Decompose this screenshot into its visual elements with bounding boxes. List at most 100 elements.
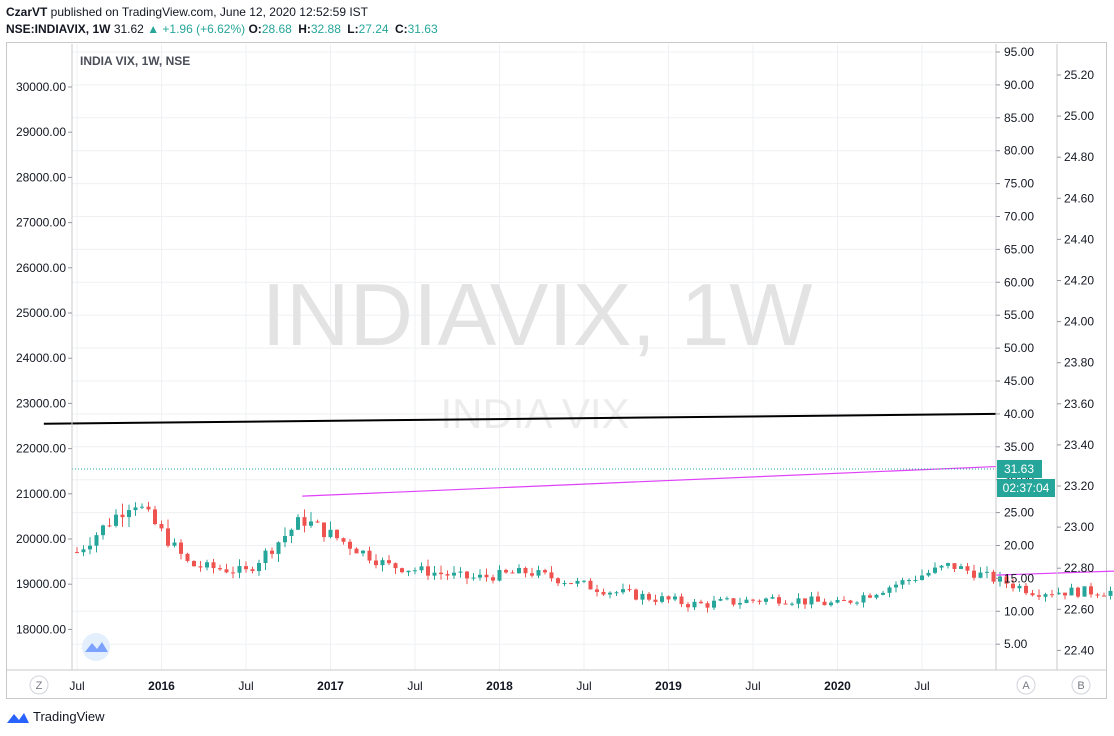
- candle-body: [419, 566, 424, 571]
- y-tick-label: 23.80: [1064, 356, 1094, 370]
- candle-body: [439, 572, 443, 575]
- author-name: CzarVT: [6, 5, 48, 19]
- candle-body: [660, 596, 664, 602]
- candle-body: [393, 563, 398, 569]
- candle-body: [822, 601, 827, 606]
- y-tick-label: 55.00: [1004, 308, 1034, 322]
- candle-body: [562, 583, 567, 585]
- candle-body: [452, 572, 456, 576]
- candle-body: [549, 572, 554, 579]
- candle-body: [484, 574, 489, 578]
- candle-body: [777, 597, 781, 604]
- candle-body: [744, 599, 749, 603]
- y-tick-label: 30000.00: [16, 80, 66, 94]
- candle-body: [224, 569, 229, 573]
- candle-body: [705, 603, 710, 608]
- svg-text:B: B: [1077, 680, 1084, 692]
- candle-body: [1063, 592, 1067, 596]
- candle-body: [894, 584, 898, 588]
- high-label: H:: [298, 22, 311, 36]
- footer-brand[interactable]: TradingView: [6, 708, 105, 725]
- high-value: 32.88: [310, 22, 341, 36]
- svg-text:31.63: 31.63: [1004, 462, 1034, 476]
- candle-body: [354, 548, 359, 554]
- svg-text:02:37:04: 02:37:04: [1003, 481, 1050, 495]
- candle-body: [718, 599, 723, 601]
- price-change: ▲ +1.96 (+6.62%): [147, 22, 246, 36]
- candle-body: [1037, 595, 1041, 597]
- candle-body: [432, 572, 437, 576]
- y-tick-label: 85.00: [1004, 111, 1034, 125]
- candle-body: [575, 580, 580, 584]
- x-tick-label: 2016: [148, 679, 175, 693]
- trendline: [995, 570, 1114, 576]
- candle-body: [1076, 587, 1080, 597]
- y-tick-label: 26000.00: [16, 261, 66, 275]
- candle-body: [926, 572, 931, 576]
- y-tick-label: 28000.00: [16, 170, 66, 184]
- candle-body: [263, 550, 268, 564]
- candle-body: [712, 600, 716, 608]
- candle-body: [211, 562, 216, 569]
- candle-body: [361, 550, 365, 554]
- scale-button-z[interactable]: Z: [29, 675, 49, 695]
- candle-body: [868, 595, 872, 598]
- y-tick-label: 15.00: [1004, 571, 1034, 585]
- candle-body: [1004, 576, 1009, 584]
- candle-body: [114, 514, 118, 526]
- candle-body: [101, 525, 105, 536]
- candle-body: [510, 572, 515, 574]
- candle-body: [322, 522, 326, 538]
- candle-body: [673, 596, 677, 600]
- svg-text:A: A: [1022, 680, 1030, 692]
- y-tick-label: 22000.00: [16, 442, 66, 456]
- y-tick-label: 24.40: [1064, 232, 1094, 246]
- watermark-description: INDIA VIX: [440, 390, 629, 437]
- candle-body: [133, 507, 138, 511]
- y-tick-label: 5.00: [1004, 637, 1028, 651]
- y-tick-label: 23000.00: [16, 396, 66, 410]
- candle-body: [569, 583, 573, 585]
- candle-body: [491, 577, 495, 581]
- candle-body: [601, 591, 606, 595]
- time-scale[interactable]: Jul 2016 Jul 2017 Jul 2018 Jul 2019 Jul 2020 Jul: [69, 679, 929, 693]
- candle-body: [978, 572, 983, 578]
- tradingview-icon: [7, 712, 29, 723]
- candle-body: [270, 550, 274, 554]
- candle-body: [588, 580, 593, 590]
- candle-body: [809, 596, 814, 605]
- candle-body: [179, 542, 183, 554]
- left-price-scale[interactable]: 30000.00 29000.00 28000.00 27000.00 26000.00…: [16, 80, 72, 636]
- candle-body: [699, 601, 703, 604]
- y-tick-label: 24.20: [1064, 274, 1094, 288]
- candle-body: [965, 566, 970, 571]
- far-right-price-scale[interactable]: 25.20 25.00 24.80 24.60 24.40 24.20 24.00 23.80…: [1057, 68, 1094, 657]
- candle-body: [985, 571, 989, 573]
- candle-body: [725, 598, 729, 600]
- candle-body: [1030, 593, 1035, 596]
- y-tick-label: 20000.00: [16, 532, 66, 546]
- tradingview-logo-icon[interactable]: [82, 633, 110, 661]
- candle-body: [920, 575, 924, 580]
- scale-button-auto[interactable]: A: [1016, 675, 1036, 695]
- y-tick-label: 65.00: [1004, 242, 1034, 256]
- candle-body: [536, 570, 541, 576]
- right-price-scale[interactable]: 95.00 90.00 85.00 80.00 75.00 70.00 65.00 60.00…: [996, 45, 1034, 651]
- y-tick-label: 45.00: [1004, 374, 1034, 388]
- candle-body: [621, 589, 625, 593]
- candle-body: [855, 602, 859, 604]
- pane-title: INDIA VIX, 1W, NSE: [80, 54, 190, 68]
- candle-body: [166, 528, 170, 546]
- candle-body: [783, 603, 788, 605]
- candle-body: [497, 569, 502, 581]
- candle-body: [816, 596, 820, 602]
- candle-body: [465, 571, 469, 579]
- y-tick-label: 25.00: [1004, 506, 1034, 520]
- y-tick-label: 18000.00: [16, 622, 66, 636]
- scale-button-b[interactable]: B: [1071, 675, 1091, 695]
- y-tick-label: 29000.00: [16, 125, 66, 139]
- x-tick-label: 2017: [317, 679, 344, 693]
- drawings[interactable]: [43, 412, 1114, 576]
- x-tick-label: 2019: [655, 679, 682, 693]
